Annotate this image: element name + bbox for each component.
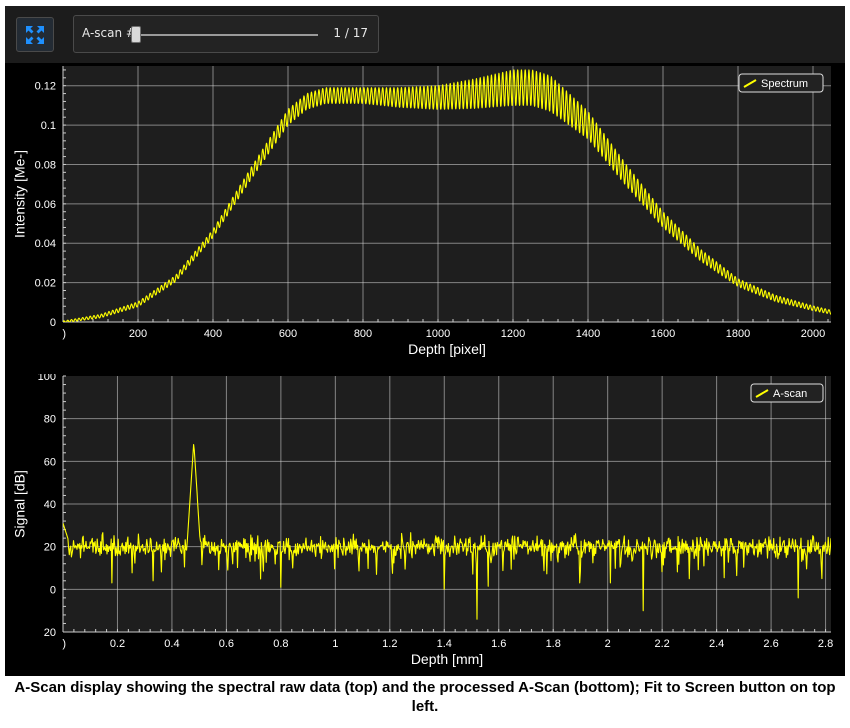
x-tick-label: 0.8 (273, 638, 288, 650)
y-tick-label: 0.12 (35, 81, 56, 93)
a-scan-selector: A-scan # 1 / 17 (73, 15, 379, 53)
x-tick-label: 600 (279, 328, 297, 340)
legend-box (750, 383, 824, 403)
x-tick-label: 2.2 (655, 638, 670, 650)
a-scan-label: A-scan # (82, 26, 136, 40)
y-tick-label: 0.1 (41, 120, 56, 132)
spectrum-plot-area (63, 66, 831, 322)
x-tick-label: 1.8 (546, 638, 561, 650)
y-axis-title: Intensity [Me-] (12, 150, 28, 238)
x-tick-label: 400 (204, 328, 222, 340)
legend-label: A-scan (773, 388, 807, 400)
x-tick-label: 2.6 (763, 638, 778, 650)
a-scan-viewer: A-scan # 1 / 17 ) 200 400 600 800 1000 1200 140… (5, 6, 845, 676)
x-tick-label: 1 (332, 638, 338, 650)
x-tick-label: 2.8 (818, 638, 833, 650)
fit-to-screen-button[interactable] (16, 17, 54, 52)
x-tick-label: 1200 (501, 328, 525, 340)
ascan-series-line (63, 444, 831, 620)
legend-label: Spectrum (761, 78, 808, 90)
y-tick-label: 80 (44, 414, 56, 426)
a-scan-counter: 1 / 17 (333, 26, 368, 40)
x-tick-label: 1.2 (382, 638, 397, 650)
x-tick-label: 1000 (426, 328, 450, 340)
y-tick-label: 0.06 (35, 199, 56, 211)
x-tick-label: 0.2 (110, 638, 125, 650)
y-tick-label: 0.08 (35, 159, 56, 171)
legend-swatch (743, 79, 757, 88)
y-tick-label: 0.04 (35, 238, 56, 250)
x-tick-label: ) (62, 328, 66, 340)
x-axis-title: Depth [mm] (411, 651, 483, 667)
legend-swatch (755, 389, 769, 398)
x-tick-label: 1.6 (491, 638, 506, 650)
spectrum-legend: Spectrum (738, 73, 824, 93)
x-tick-label: 2 (605, 638, 611, 650)
x-tick-label: 1600 (651, 328, 675, 340)
fit-to-screen-icon (26, 25, 44, 44)
x-tick-label: 1800 (726, 328, 750, 340)
y-tick-label: 0 (50, 317, 56, 329)
ascan-chart: ) 0.2 0.4 0.6 0.8 1 1.2 1.4 1.6 1.8 2 2.2 2.4 2.6 2.8 2… (5, 374, 845, 676)
x-tick-label: ) (62, 638, 66, 650)
x-tick-label: 0.4 (164, 638, 179, 650)
x-tick-label: 2000 (801, 328, 825, 340)
x-tick-label: 0.6 (219, 638, 234, 650)
legend-box (738, 73, 824, 93)
y-tick-label: 0 (50, 584, 56, 596)
x-tick-label: 1400 (576, 328, 600, 340)
x-axis-title: Depth [pixel] (408, 341, 486, 357)
x-tick-label: 200 (129, 328, 147, 340)
ascan-svg: ) 0.2 0.4 0.6 0.8 1 1.2 1.4 1.6 1.8 2 2.2 2.4 2.6 2.8 2… (12, 374, 833, 667)
spectrum-series-line (63, 69, 831, 322)
y-tick-label: 20 (44, 627, 56, 639)
a-scan-slider-thumb[interactable] (131, 26, 141, 43)
x-tick-label: 800 (354, 328, 372, 340)
ascan-legend: A-scan (750, 383, 824, 403)
y-tick-label: 100 (38, 374, 56, 383)
y-tick-label: 20 (44, 542, 56, 554)
y-tick-label: 40 (44, 499, 56, 511)
y-axis-title: Signal [dB] (12, 470, 28, 538)
figure-caption: A-Scan display showing the spectral raw … (14, 679, 836, 715)
x-tick-label: 1.4 (437, 638, 452, 650)
x-tick-label: 2.4 (709, 638, 724, 650)
toolbar: A-scan # 1 / 17 (5, 6, 845, 63)
y-tick-label: 0.02 (35, 278, 56, 290)
y-tick-label: 60 (44, 456, 56, 468)
spectrum-svg: ) 200 400 600 800 1000 1200 1400 1600 1800 2000 0 0.… (12, 66, 831, 357)
a-scan-slider-track[interactable] (138, 34, 318, 36)
spectrum-chart: ) 200 400 600 800 1000 1200 1400 1600 1800 2000 0 0.… (5, 64, 845, 368)
